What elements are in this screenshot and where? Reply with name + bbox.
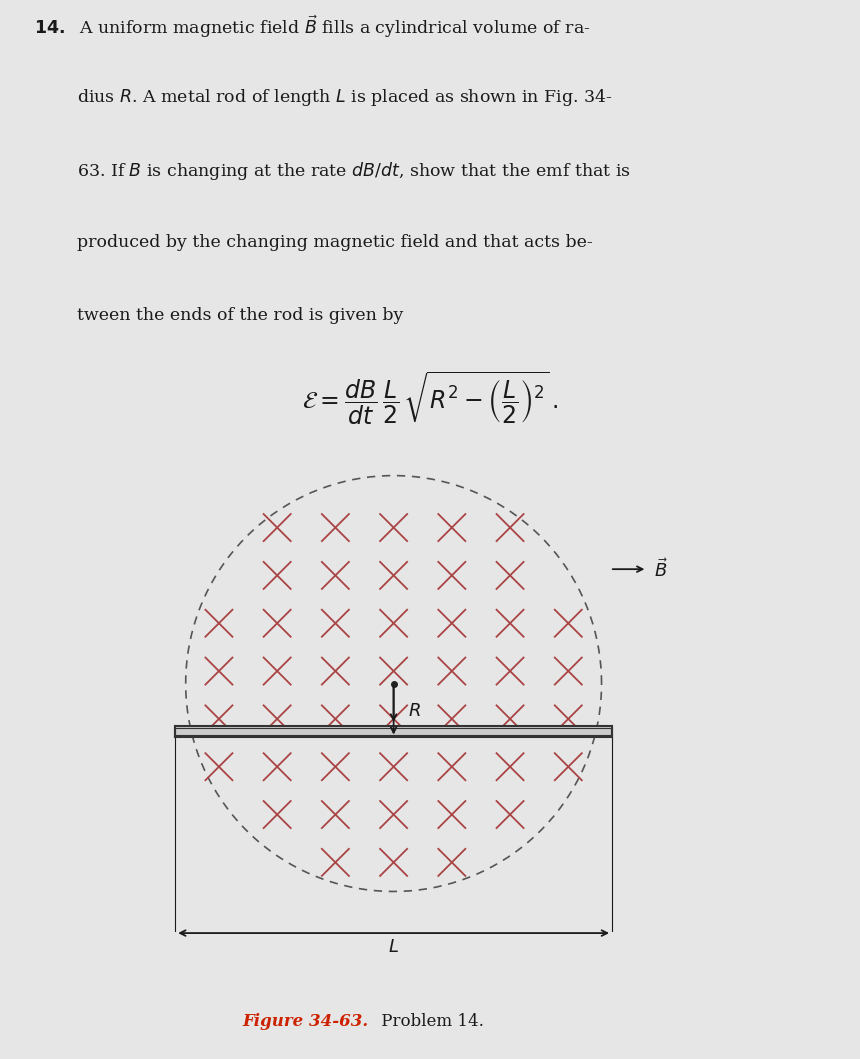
Text: $R$: $R$ — [408, 702, 421, 720]
Text: $\vec{B}$: $\vec{B}$ — [654, 558, 667, 580]
Text: $\mathbf{14.}$  A uniform magnetic field $\vec{B}$ fills a cylindrical volume of: $\mathbf{14.}$ A uniform magnetic field … — [34, 14, 591, 40]
Text: dius $R$. A metal rod of length $L$ is placed as shown in Fig. 34-: dius $R$. A metal rod of length $L$ is p… — [77, 87, 613, 108]
Text: Figure 34-63.: Figure 34-63. — [242, 1013, 368, 1030]
Text: $\mathcal{E} = \dfrac{dB}{dt}\,\dfrac{L}{2}\,\sqrt{R^2 - \left(\dfrac{L}{2}\righ: $\mathcal{E} = \dfrac{dB}{dt}\,\dfrac{L}… — [302, 370, 558, 427]
Text: tween the ends of the rod is given by: tween the ends of the rod is given by — [77, 307, 404, 324]
FancyBboxPatch shape — [175, 725, 612, 737]
Text: 63. If $B$ is changing at the rate $dB/dt$, show that the emf that is: 63. If $B$ is changing at the rate $dB/d… — [77, 160, 631, 182]
Text: produced by the changing magnetic field and that acts be-: produced by the changing magnetic field … — [77, 234, 593, 251]
Text: $L$: $L$ — [388, 938, 399, 956]
Text: Problem 14.: Problem 14. — [376, 1013, 483, 1030]
